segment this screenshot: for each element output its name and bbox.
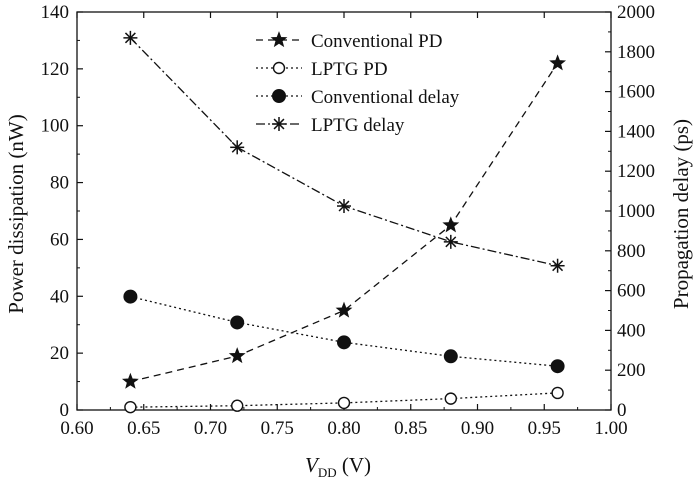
- data-point: [230, 315, 245, 330]
- x-axis-title: VDD (V): [305, 453, 371, 480]
- legend-marker: [272, 61, 286, 75]
- y-axis-right-title: Propagation delay (ps): [669, 119, 693, 309]
- data-point: [230, 399, 244, 412]
- data-point: [550, 359, 565, 374]
- legend-label: LPTG delay: [311, 115, 405, 136]
- data-point: [443, 234, 458, 249]
- asterisk-stroke: [552, 260, 564, 272]
- asterisk-stroke: [273, 118, 285, 130]
- data-point: [124, 400, 137, 414]
- y-right-tick-label: 400: [617, 320, 646, 341]
- data-point: [228, 347, 246, 364]
- series-line: [130, 62, 559, 383]
- data-point: [444, 392, 457, 405]
- y-left-tick-label: 120: [41, 59, 70, 80]
- y-left-tick-label: 140: [41, 2, 70, 23]
- legend-label: LPTG PD: [311, 59, 388, 80]
- x-tick-label: 0.95: [528, 418, 561, 439]
- data-point: [121, 372, 139, 389]
- y-left-tick-label: 20: [50, 343, 69, 364]
- legend-entry: LPTG PD: [256, 59, 388, 80]
- x-tick-label: 0.70: [194, 418, 227, 439]
- data-point: [230, 140, 245, 155]
- x-tick-label: 0.65: [127, 418, 160, 439]
- tick-marks: [76, 11, 612, 411]
- data-point: [123, 289, 138, 304]
- y-right-tick-label: 1400: [617, 121, 655, 142]
- legend-label: Conventional delay: [311, 87, 460, 108]
- y-right-tick-label: 200: [617, 360, 646, 381]
- asterisk-stroke: [124, 32, 136, 44]
- y-left-tick-label: 60: [50, 229, 69, 250]
- data-point: [123, 30, 138, 45]
- x-tick-label: 0.75: [261, 418, 294, 439]
- y-right-tick-label: 1000: [617, 201, 655, 222]
- legend-marker: [270, 31, 288, 48]
- legend-label: Conventional PD: [311, 31, 442, 52]
- y-right-tick-label: 1200: [617, 161, 655, 182]
- x-axis-title-main: V: [305, 453, 320, 477]
- y-axis-left-title: Power dissipation (nW): [4, 114, 28, 313]
- data-point: [337, 199, 351, 214]
- data-point: [337, 335, 351, 350]
- series-lptg-delay: [123, 30, 565, 273]
- x-tick-label: 0.60: [60, 418, 93, 439]
- asterisk-stroke: [338, 200, 350, 212]
- asterisk-stroke: [231, 141, 243, 153]
- series-line: [130, 295, 558, 367]
- x-tick-label: 0.80: [327, 418, 360, 439]
- series-conventional-pd: [121, 54, 567, 389]
- data-point: [335, 301, 353, 318]
- legend-entry: Conventional delay: [256, 87, 460, 108]
- y-right-tick-label: 1600: [617, 82, 655, 103]
- series-layer: [121, 30, 567, 414]
- legend: Conventional PD LPTG PD Conventional delay…: [256, 31, 460, 136]
- y-right-tick-label: 2000: [617, 2, 655, 23]
- asterisk-stroke: [445, 236, 457, 248]
- x-axis-title-unit: (V): [337, 453, 371, 477]
- y-right-tick-label: 800: [617, 241, 646, 262]
- legend-entry: Conventional PD: [256, 31, 442, 52]
- y-right-tick-label: 600: [617, 281, 646, 302]
- y-left-tick-label: 80: [50, 173, 69, 194]
- data-point: [442, 216, 460, 233]
- legend-marker: [272, 117, 286, 131]
- series-lptg-pd: [124, 386, 564, 414]
- y-right-tick-label: 0: [617, 400, 627, 421]
- data-point: [443, 349, 458, 364]
- data-point: [550, 258, 565, 273]
- x-tick-label: 0.85: [394, 418, 427, 439]
- data-point: [549, 54, 567, 71]
- data-point: [337, 396, 351, 410]
- y-left-tick-label: 0: [60, 400, 70, 421]
- series-line: [130, 392, 558, 408]
- data-point: [551, 386, 564, 400]
- x-tick-label: 1.00: [594, 418, 627, 439]
- y-left-tick-label: 40: [50, 286, 69, 307]
- y-left-tick-label: 100: [41, 116, 70, 137]
- x-axis-title-subscript: DD: [318, 465, 337, 480]
- x-tick-label: 0.90: [461, 418, 494, 439]
- series-conventional-delay: [123, 289, 565, 374]
- legend-entry: LPTG delay: [256, 115, 405, 136]
- y-right-tick-label: 1800: [617, 42, 655, 63]
- legend-marker: [272, 89, 286, 103]
